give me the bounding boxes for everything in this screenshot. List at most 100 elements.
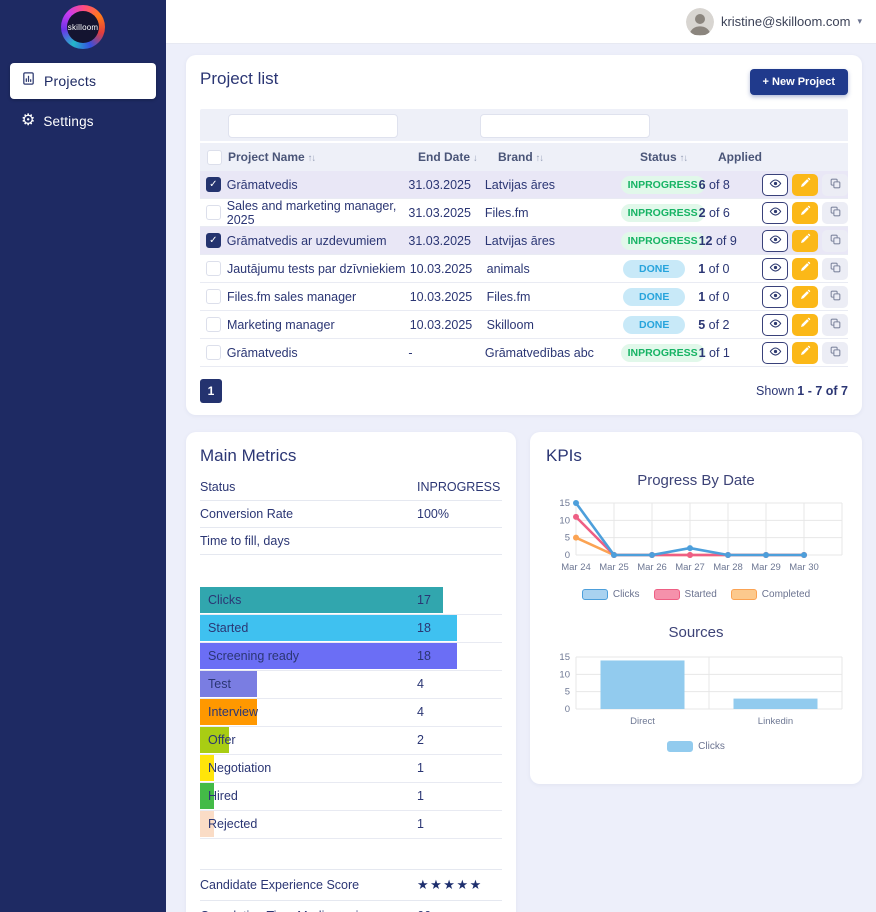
duplicate-button[interactable] [822, 257, 848, 280]
pagination-page-button[interactable]: 1 [200, 379, 222, 403]
legend-item: Clicks [581, 589, 640, 600]
funnel-label: Test [208, 677, 231, 691]
funnel-value: 17 [417, 593, 431, 607]
edit-button[interactable] [792, 229, 819, 252]
funnel-bar [200, 671, 257, 697]
metric-label: Time to fill, days [200, 534, 290, 548]
pencil-icon [799, 289, 811, 304]
duplicate-button[interactable] [822, 285, 848, 308]
column-header-brand[interactable]: Brand ↑↓ [498, 150, 544, 164]
edit-button[interactable] [792, 341, 819, 364]
funnel-row: Screening ready 18 [200, 643, 502, 671]
view-button[interactable] [762, 257, 788, 280]
duplicate-button[interactable] [822, 173, 849, 196]
select-all-checkbox[interactable] [206, 149, 222, 165]
table-row: ✓ Grāmatvedis 31.03.2025 Latvijas āres INPRO… [200, 171, 849, 199]
rating-stars: ★★★★★ [417, 877, 483, 892]
view-button[interactable] [762, 313, 788, 336]
sidebar-item-label: Settings [43, 113, 94, 129]
duplicate-button[interactable] [822, 341, 849, 364]
sidebar-item-settings[interactable]: ⚙ Settings [0, 113, 166, 129]
view-button[interactable] [762, 229, 789, 252]
view-button[interactable] [762, 285, 788, 308]
table-row: Marketing manager 10.03.2025 Skilloom DONE 5… [200, 311, 848, 339]
svg-text:10: 10 [559, 669, 570, 680]
status-badge: INPROGRESS [620, 175, 705, 194]
funnel-label: Negotiation [208, 761, 272, 775]
eye-icon [769, 261, 782, 277]
edit-button[interactable] [792, 173, 819, 196]
row-checkbox[interactable]: ✓ [205, 177, 221, 192]
user-email[interactable]: kristine@skilloom.com [720, 14, 851, 29]
view-button[interactable] [762, 201, 789, 224]
project-name-cell: Grāmatvedis [226, 177, 298, 192]
copy-icon [829, 261, 842, 277]
row-checkbox[interactable] [205, 289, 221, 304]
status-badge: DONE [623, 315, 686, 334]
table-row: Jautājumu tests par dzīvniekiem 10.03.202… [200, 255, 848, 283]
status-badge: INPROGRESS [620, 343, 705, 362]
column-header-end-date[interactable]: End Date ↓ [418, 150, 478, 164]
legend-swatch [581, 589, 608, 600]
sidebar-item-projects[interactable]: Projects [10, 63, 156, 99]
svg-text:Direct: Direct [630, 716, 655, 727]
funnel-bar [200, 755, 214, 781]
eye-icon [769, 345, 782, 361]
edit-button[interactable] [792, 285, 818, 308]
chevron-down-icon[interactable]: ▾ [857, 16, 862, 26]
edit-button[interactable] [792, 201, 819, 224]
end-date-cell: 31.03.2025 [408, 177, 471, 192]
project-name-filter-input[interactable] [228, 114, 398, 138]
edit-button[interactable] [792, 313, 818, 336]
svg-text:Mar 29: Mar 29 [751, 562, 781, 573]
funnel-label: Started [208, 621, 249, 635]
brand-cell: Latvijas āres [484, 233, 556, 248]
row-checkbox[interactable]: ✓ [205, 233, 221, 248]
funnel-row: Rejected 1 [200, 811, 502, 839]
row-checkbox[interactable] [205, 345, 221, 360]
user-avatar[interactable] [685, 7, 714, 36]
row-checkbox[interactable] [205, 261, 221, 276]
edit-button[interactable] [792, 257, 818, 280]
column-header-project-name[interactable]: Project Name ↑↓ [228, 150, 316, 164]
funnel-bar [200, 727, 229, 753]
sidebar-item-label: Projects [44, 73, 97, 89]
project-name-cell: Marketing manager [226, 317, 335, 332]
metrics-bottom-list: Candidate Experience Score ★★★★★ Completio… [200, 869, 502, 912]
project-name-cell: Files.fm sales manager [226, 289, 357, 304]
end-date-cell: 10.03.2025 [409, 289, 473, 304]
row-checkbox[interactable] [205, 317, 221, 332]
pencil-icon [799, 177, 811, 192]
funnel-label: Offer [208, 733, 236, 747]
brand-cell: Files.fm [486, 289, 531, 304]
column-header-status[interactable]: Status ↑↓ [640, 150, 688, 164]
view-button[interactable] [762, 173, 789, 196]
copy-icon [829, 177, 842, 193]
brand-filter-input[interactable] [480, 114, 650, 138]
status-badge: DONE [623, 259, 686, 278]
legend-label: Clicks [612, 589, 640, 600]
new-project-button[interactable]: + New Project [749, 69, 848, 95]
funnel-value: 4 [417, 677, 424, 691]
funnel-row: Hired 1 [200, 783, 502, 811]
funnel-value: 4 [417, 705, 424, 719]
sources-chart: 0 5 10 15 Direct Linkedin [546, 645, 846, 739]
row-checkbox[interactable] [205, 205, 221, 220]
kpis-card: KPIs Progress By Date 0 5 10 15 Mar 24 Mar 25… [530, 432, 862, 784]
duplicate-button[interactable] [822, 201, 849, 224]
brand-cell: Grāmatvedības abc [484, 345, 594, 360]
legend-item: Clicks [667, 741, 725, 752]
progress-by-date-chart: 0 5 10 15 Mar 24 Mar 25 Mar 26 Mar 27 Mar 28 Mar … [546, 493, 846, 587]
duplicate-button[interactable] [822, 229, 849, 252]
svg-text:0: 0 [565, 550, 570, 561]
duplicate-button[interactable] [822, 313, 848, 336]
brand-cell: Skilloom [486, 317, 534, 332]
pencil-icon [799, 233, 811, 248]
metric-label: Candidate Experience Score [200, 878, 360, 892]
view-button[interactable] [762, 341, 789, 364]
skilloom-logo: skilloom [61, 5, 105, 49]
svg-text:5: 5 [565, 687, 570, 698]
sidebar: skilloom Projects ⚙ Settings [0, 0, 166, 912]
eye-icon [769, 233, 782, 249]
sort-icon: ↓ [473, 153, 478, 164]
